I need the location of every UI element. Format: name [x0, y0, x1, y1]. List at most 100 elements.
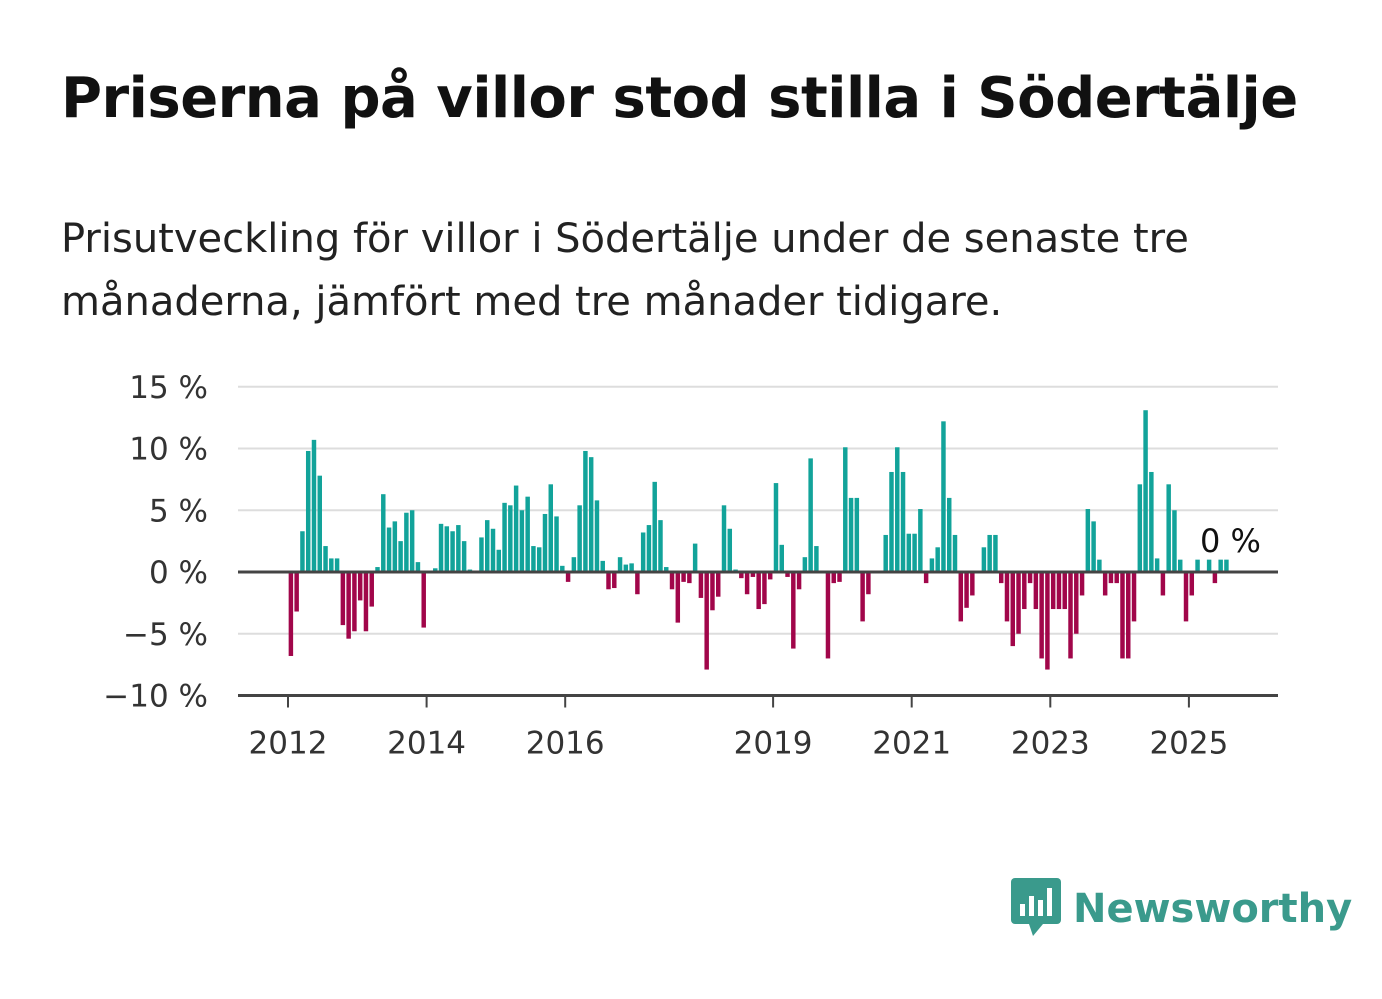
y-tick-label: −5 % [123, 617, 208, 653]
bar [554, 516, 559, 572]
bar [479, 537, 484, 572]
bar [848, 497, 854, 572]
bar [369, 572, 374, 607]
axes [238, 570, 1278, 708]
bar [808, 458, 813, 572]
bar [779, 544, 784, 572]
x-tick-label: 2021 [872, 726, 951, 762]
bar [981, 547, 987, 572]
bar [1062, 572, 1067, 610]
bar [998, 572, 1004, 584]
bar [612, 572, 617, 589]
bar [300, 531, 305, 572]
bar [698, 572, 704, 598]
bar [461, 541, 467, 573]
bar [409, 510, 415, 572]
bar [496, 549, 502, 572]
bar [1039, 572, 1044, 659]
bar [1189, 572, 1195, 596]
bar [866, 572, 871, 595]
bar [450, 531, 455, 572]
bar [802, 557, 808, 572]
bar [542, 513, 548, 573]
bar [1091, 521, 1096, 572]
bar [1137, 484, 1143, 572]
bar [889, 471, 894, 572]
tick-labels: −10 % −5 % 0 % 5 % 10 % 15 % 2012 2014 2016 2019 2… [103, 370, 1261, 762]
bar [825, 572, 831, 659]
bar [438, 523, 444, 572]
chart-subtitle: Prisutveckling för villor i Södertälje u… [61, 216, 1189, 325]
bar [883, 534, 888, 572]
bar [352, 572, 357, 632]
bar [340, 572, 346, 626]
bar [398, 541, 403, 573]
bar [785, 572, 790, 577]
bar [571, 557, 577, 572]
bar [791, 572, 796, 649]
bar [1178, 559, 1183, 572]
bar [1022, 572, 1027, 610]
bar [1102, 572, 1108, 596]
x-tick-label: 2023 [1011, 726, 1090, 762]
x-tick-label: 2014 [387, 726, 466, 762]
bar [1085, 509, 1091, 572]
bar [513, 485, 519, 572]
x-tick-label: 2016 [526, 726, 605, 762]
bar [843, 447, 848, 572]
bar [317, 475, 322, 572]
bar [1097, 559, 1102, 572]
bar [508, 505, 513, 572]
bar [525, 496, 530, 572]
bar [560, 565, 565, 572]
bar [912, 533, 917, 572]
bar [404, 512, 409, 572]
bar [594, 500, 600, 572]
bar [1079, 572, 1085, 596]
bar [623, 564, 629, 572]
bar [490, 528, 496, 572]
bar [1154, 558, 1160, 572]
bar [1033, 572, 1039, 610]
bar [617, 557, 623, 572]
bar [502, 502, 507, 572]
bar [744, 572, 750, 595]
bar [1218, 559, 1223, 572]
bar [935, 547, 940, 572]
bar [1010, 572, 1015, 647]
bar [588, 457, 594, 572]
bar [837, 572, 842, 582]
x-tick-label: 2012 [249, 726, 328, 762]
bar [675, 572, 681, 623]
bar-chart: −10 % −5 % 0 % 5 % 10 % 15 % 2012 2014 2016 2019 2… [103, 370, 1278, 762]
brand[interactable]: Newsworthy [1011, 878, 1352, 940]
newsworthy-logo-icon [1011, 878, 1061, 940]
bar [947, 497, 952, 572]
bar [456, 525, 461, 572]
bar [1224, 559, 1229, 572]
bar [305, 450, 311, 572]
bar [1166, 484, 1171, 572]
bar [796, 572, 802, 590]
bar [421, 572, 426, 628]
bar [583, 450, 588, 572]
bar [1143, 410, 1148, 572]
chart-title: Priserna på villor stod stilla i Södertä… [61, 66, 1298, 131]
bar [640, 532, 646, 572]
bar [294, 572, 299, 612]
bar [646, 525, 652, 572]
bar [565, 572, 571, 582]
bar [548, 484, 553, 572]
bar [357, 572, 363, 601]
bar [773, 483, 779, 572]
bar [987, 534, 992, 572]
bar [756, 572, 761, 610]
bar [1206, 559, 1212, 572]
bar [1149, 471, 1154, 572]
bar [329, 558, 334, 572]
bar [1172, 510, 1177, 572]
bar [970, 572, 975, 596]
bars [288, 410, 1229, 670]
bar [767, 572, 773, 580]
bar [710, 572, 715, 611]
